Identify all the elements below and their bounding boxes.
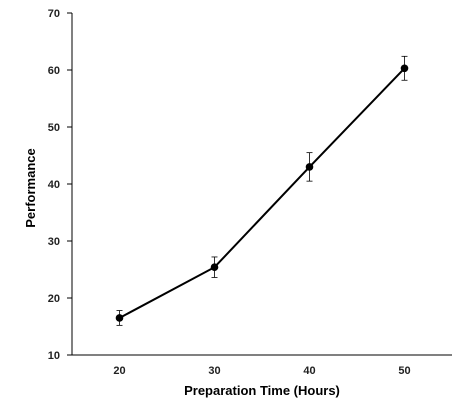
y-tick-label: 20 (48, 293, 60, 305)
data-point (400, 64, 409, 73)
x-axis-ticks: 20 30 40 50 (113, 365, 410, 377)
y-tick-label: 10 (48, 350, 60, 362)
y-tick-label: 50 (48, 122, 60, 134)
y-tick-label: 70 (48, 8, 60, 20)
data-point (115, 314, 124, 322)
x-tick-label: 50 (398, 365, 410, 377)
x-axis-title: Preparation Time (Hours) (184, 383, 340, 398)
y-tick-label: 40 (48, 179, 60, 191)
x-tick-label: 30 (208, 365, 220, 377)
data-point (210, 263, 219, 272)
y-tick-label: 30 (48, 236, 60, 248)
x-tick-label: 20 (113, 365, 125, 377)
data-point (305, 163, 314, 171)
series-line (119, 67, 406, 319)
y-tick-label: 60 (48, 65, 60, 77)
y-axis-ticks: 10 20 30 40 50 60 70 (48, 8, 72, 362)
y-axis-title: Performance (23, 148, 38, 227)
series-layer (115, 55, 409, 326)
x-tick-label: 40 (303, 365, 315, 377)
